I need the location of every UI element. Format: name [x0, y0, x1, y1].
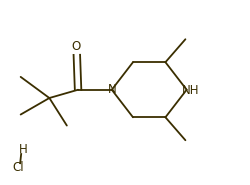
Text: H: H	[19, 143, 28, 156]
Text: O: O	[71, 40, 80, 53]
Text: N: N	[107, 83, 116, 96]
Text: Cl: Cl	[12, 161, 24, 174]
Text: NH: NH	[181, 84, 198, 97]
